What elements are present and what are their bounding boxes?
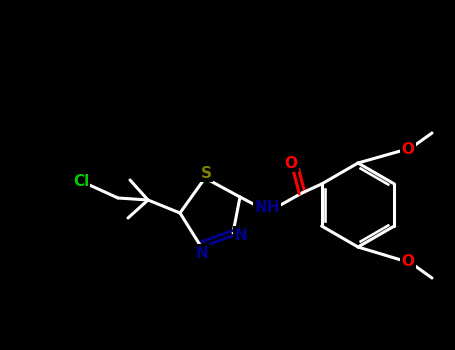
Text: O: O (401, 253, 415, 268)
Text: S: S (201, 166, 212, 181)
Text: NH: NH (254, 199, 280, 215)
Text: N: N (235, 228, 248, 243)
Text: N: N (196, 245, 208, 260)
Text: O: O (401, 142, 415, 158)
Text: Cl: Cl (73, 174, 89, 189)
Text: O: O (284, 155, 298, 170)
